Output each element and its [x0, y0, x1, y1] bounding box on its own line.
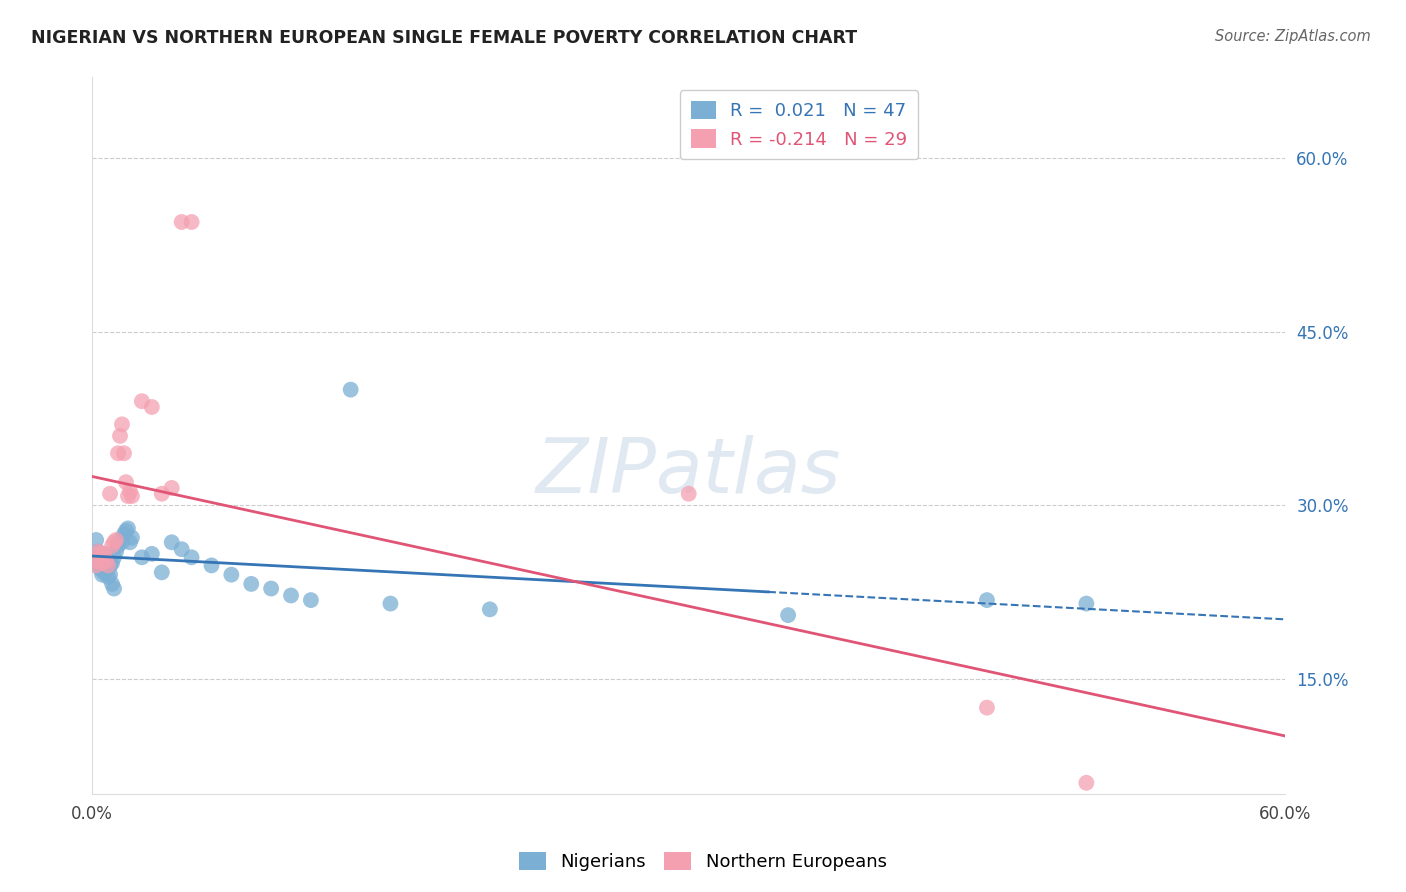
Point — [101, 556, 124, 570]
Point — [111, 417, 134, 432]
Point — [115, 475, 138, 490]
Point — [200, 558, 222, 573]
Point — [97, 558, 120, 573]
Point — [380, 597, 402, 611]
Point — [83, 554, 105, 568]
Point — [108, 429, 131, 443]
Point — [98, 558, 121, 573]
Point — [118, 484, 141, 499]
Point — [84, 558, 107, 573]
Point — [83, 550, 105, 565]
Text: Source: ZipAtlas.com: Source: ZipAtlas.com — [1215, 29, 1371, 44]
Point — [105, 533, 128, 547]
Point — [91, 556, 114, 570]
Point — [91, 550, 114, 565]
Point — [260, 582, 283, 596]
Point — [97, 570, 120, 584]
Point — [89, 547, 111, 561]
Point — [170, 215, 193, 229]
Point — [93, 566, 115, 580]
Point — [94, 554, 117, 568]
Point — [976, 593, 998, 607]
Point — [115, 524, 138, 538]
Point — [131, 550, 153, 565]
Text: ZIPatlas: ZIPatlas — [536, 434, 841, 508]
Point — [101, 539, 124, 553]
Point — [299, 593, 322, 607]
Point — [112, 446, 135, 460]
Legend: R =  0.021   N = 47, R = -0.214   N = 29: R = 0.021 N = 47, R = -0.214 N = 29 — [679, 90, 918, 160]
Point — [478, 602, 501, 616]
Point — [87, 544, 110, 558]
Point — [103, 550, 125, 565]
Point — [93, 547, 115, 561]
Point — [91, 567, 114, 582]
Point — [98, 567, 121, 582]
Point — [117, 489, 139, 503]
Point — [678, 486, 700, 500]
Point — [93, 547, 115, 561]
Point — [103, 535, 125, 549]
Point — [339, 383, 361, 397]
Point — [160, 481, 183, 495]
Point — [89, 558, 111, 573]
Point — [170, 542, 193, 557]
Point — [150, 566, 173, 580]
Point — [280, 589, 302, 603]
Point — [141, 547, 163, 561]
Point — [141, 400, 163, 414]
Point — [121, 531, 143, 545]
Point — [87, 556, 110, 570]
Point — [94, 554, 117, 568]
Point — [121, 489, 143, 503]
Point — [131, 394, 153, 409]
Text: NIGERIAN VS NORTHERN EUROPEAN SINGLE FEMALE POVERTY CORRELATION CHART: NIGERIAN VS NORTHERN EUROPEAN SINGLE FEM… — [31, 29, 858, 46]
Legend: Nigerians, Northern Europeans: Nigerians, Northern Europeans — [512, 845, 894, 879]
Point — [107, 446, 129, 460]
Point — [117, 521, 139, 535]
Point — [111, 535, 134, 549]
Point — [180, 550, 202, 565]
Point — [240, 577, 263, 591]
Point — [1076, 776, 1098, 790]
Point — [97, 560, 120, 574]
Point — [778, 608, 800, 623]
Point — [108, 533, 131, 547]
Point — [150, 486, 173, 500]
Point — [118, 535, 141, 549]
Point — [98, 486, 121, 500]
Point — [101, 577, 124, 591]
Point — [105, 544, 128, 558]
Point — [84, 533, 107, 547]
Point — [103, 582, 125, 596]
Point — [221, 567, 243, 582]
Point — [180, 215, 202, 229]
Point — [94, 563, 117, 577]
Point — [112, 527, 135, 541]
Point — [1076, 597, 1098, 611]
Point — [87, 544, 110, 558]
Point — [89, 562, 111, 576]
Point — [160, 535, 183, 549]
Point — [976, 700, 998, 714]
Point — [107, 539, 129, 553]
